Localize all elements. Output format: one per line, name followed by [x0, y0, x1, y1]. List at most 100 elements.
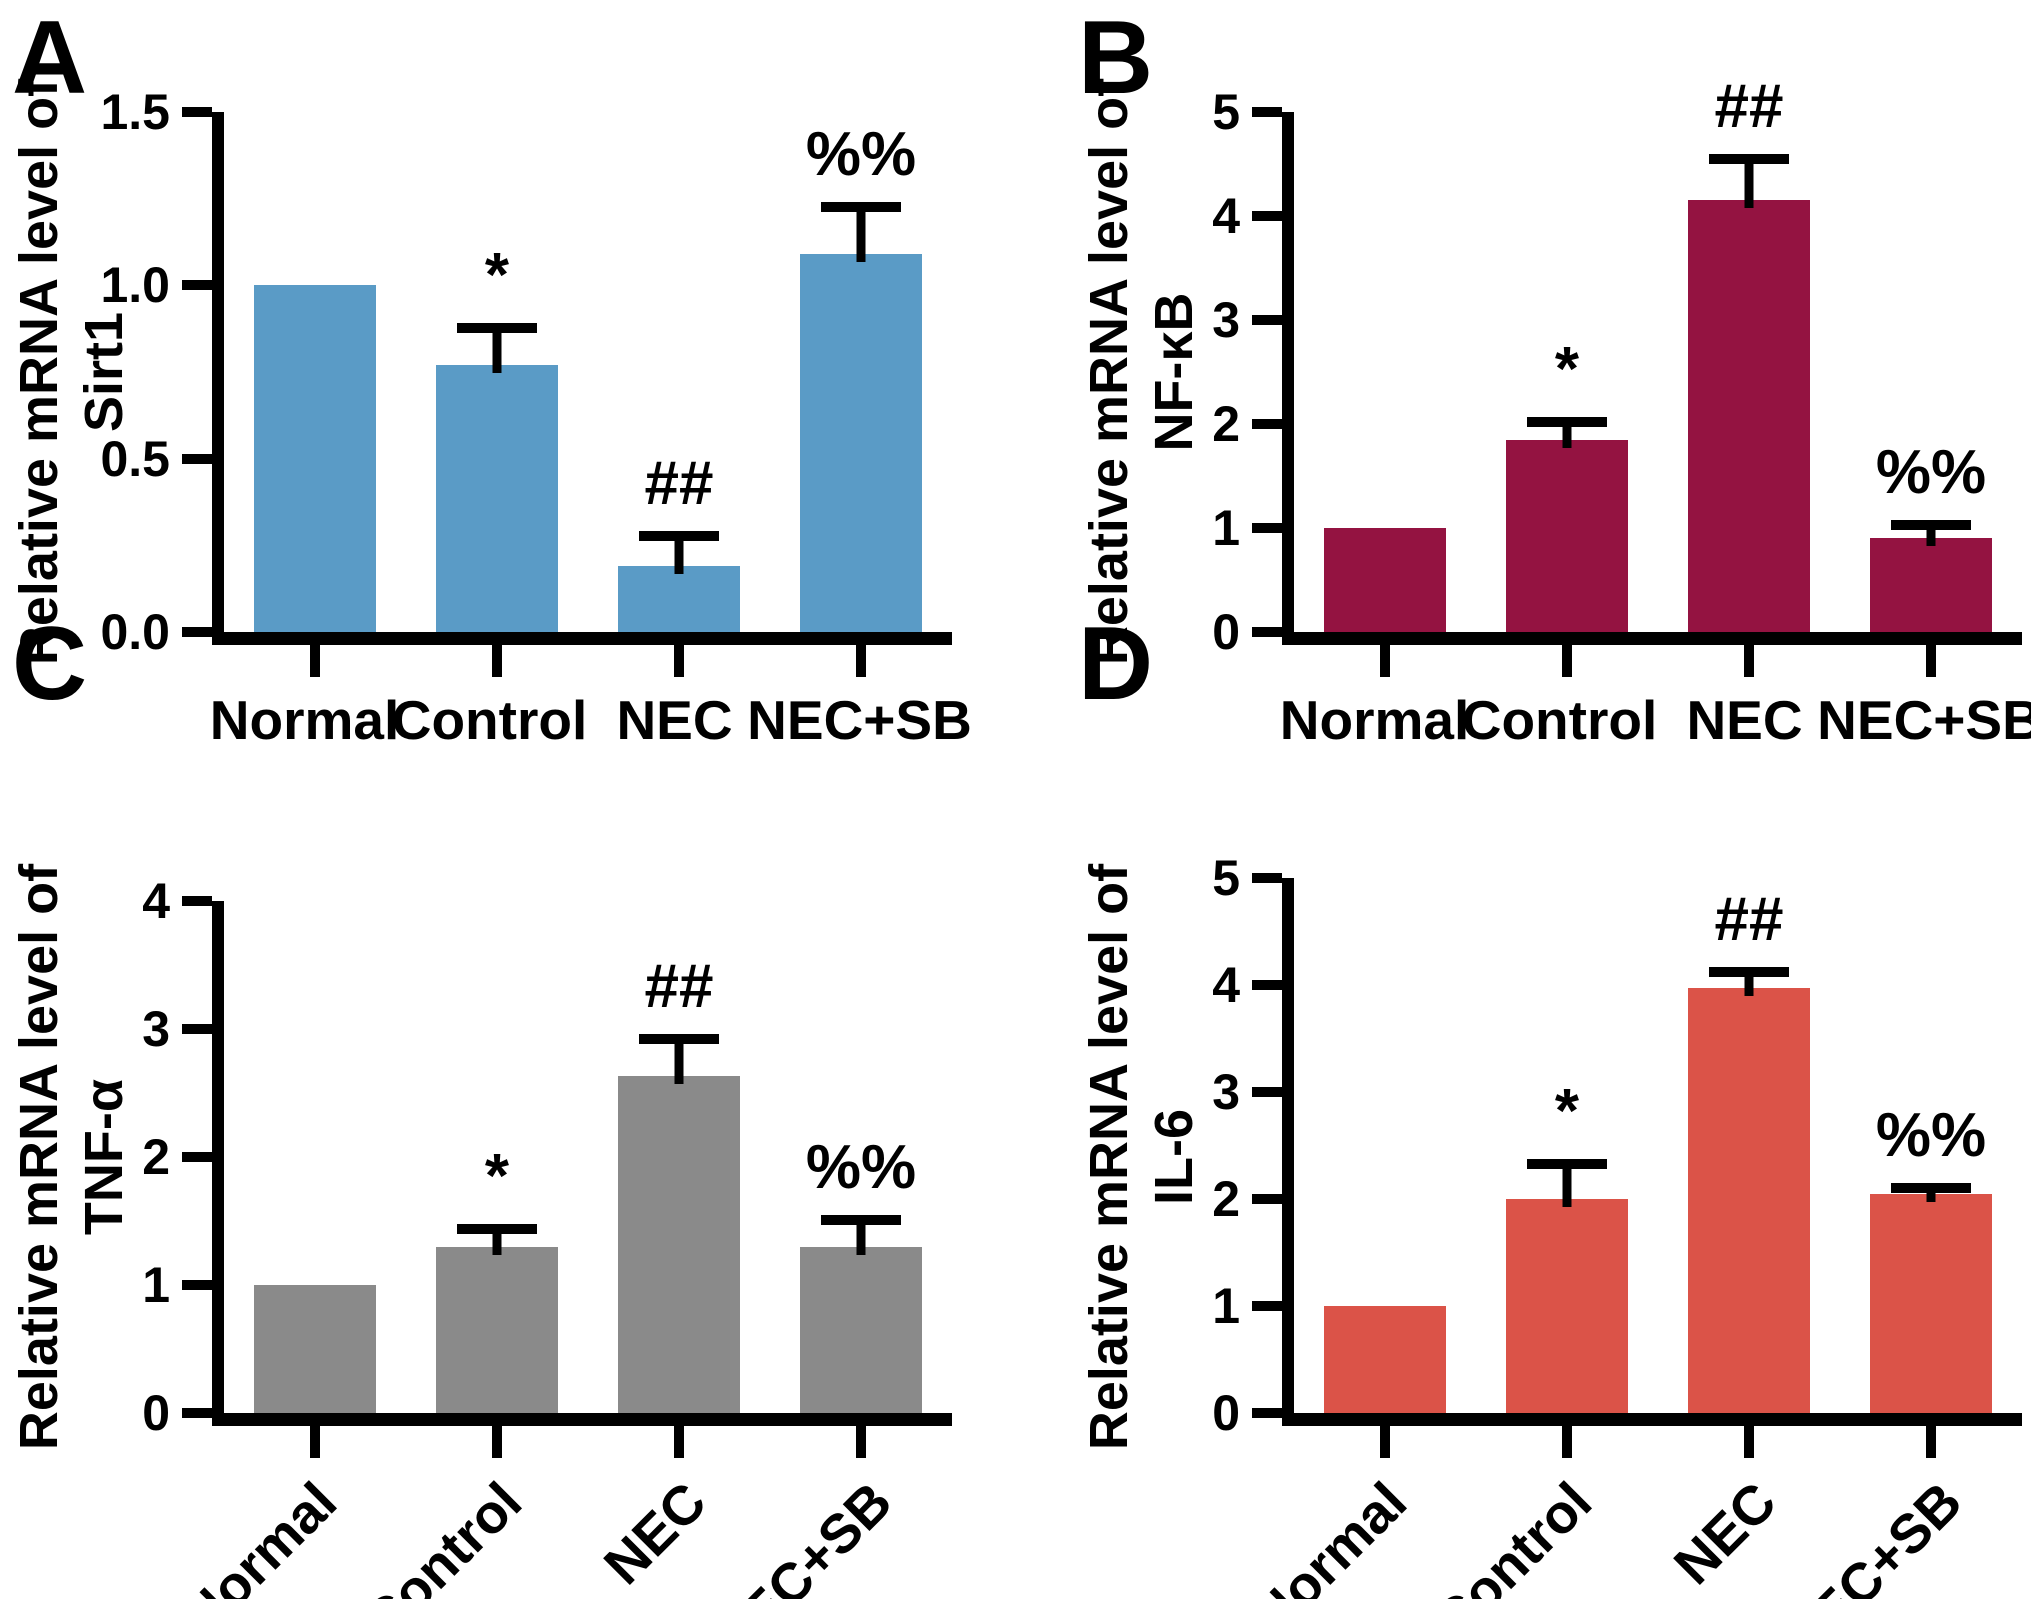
error-bar-stem	[856, 202, 866, 263]
bar-nec	[618, 1076, 740, 1413]
significance-annotation: *	[484, 1141, 510, 1211]
significance-annotation: *	[1554, 334, 1580, 404]
error-bar-control	[1527, 1159, 1607, 1207]
error-bar-nec	[1709, 966, 1789, 997]
error-bar-stem	[492, 323, 502, 374]
y-tick-mark	[182, 1408, 212, 1418]
error-bar-nec	[1709, 153, 1789, 209]
plot-column: * ##%% Normal Control NEC NEC+SB	[170, 901, 952, 1599]
bar-slot-nec: ##	[588, 112, 770, 677]
bar-nec-sb	[1870, 538, 1992, 632]
y-tick-mark	[1252, 980, 1282, 990]
x-category-cell: NEC+SB	[747, 690, 972, 810]
significance-annotation: ##	[1714, 884, 1784, 954]
y-tick-mark	[1252, 211, 1282, 221]
y-tick-mark	[1252, 419, 1282, 429]
y-tick-label: 1	[1212, 500, 1240, 556]
x-category-label: NEC	[616, 689, 733, 751]
x-category-cell: NEC	[1652, 1462, 1837, 1599]
y-tick-mark	[1252, 523, 1282, 533]
y-tick-mark	[182, 1280, 212, 1290]
x-category-label: NEC	[1662, 1470, 1789, 1597]
x-category-label: NEC+SB	[1817, 689, 2031, 751]
x-tick-mark	[310, 645, 320, 677]
bar-slot-control: *	[1476, 878, 1658, 1458]
x-tick-mark	[310, 1426, 320, 1458]
panel-letter-b: B	[1078, 0, 1154, 116]
plot-area: * ##%%	[1282, 75, 2022, 677]
x-category-label: Control	[391, 689, 588, 751]
bar-slot-normal	[224, 901, 406, 1458]
bar-normal	[1324, 1306, 1446, 1413]
x-tick-mark	[674, 1426, 684, 1458]
bar-slot-nec-sb: %%	[770, 112, 952, 677]
y-tick-label: 1	[142, 1257, 170, 1313]
x-category-cell: NEC	[582, 690, 767, 810]
x-category-cell: Normal	[1240, 1462, 1467, 1599]
y-tick-label: 3	[142, 1001, 170, 1057]
significance-annotation: *	[484, 241, 510, 311]
significance-annotation: ##	[1714, 71, 1784, 141]
error-bar-stem	[1562, 1159, 1572, 1207]
y-axis: 0 1 2 3 4 5	[1130, 853, 1282, 1438]
x-axis-labels: Normal Control NEC NEC+SB	[210, 689, 972, 810]
y-tick-mark	[1252, 107, 1282, 117]
y-tick-mark	[1252, 1087, 1282, 1097]
x-category-cell: Normal	[1279, 689, 1470, 810]
bar-control	[1506, 439, 1628, 632]
y-tick-label: 4	[142, 873, 170, 929]
x-tick-mark	[1926, 1426, 1936, 1458]
y-tick-mark	[182, 1024, 212, 1034]
x-category-cell: NEC	[582, 1462, 767, 1599]
x-category-label: Normal	[1279, 689, 1470, 751]
y-tick-label: 3	[1212, 292, 1240, 348]
bar-slot-normal	[1294, 878, 1476, 1458]
y-tick-label: 4	[1212, 957, 1240, 1013]
significance-annotation: ##	[644, 449, 714, 519]
x-tick-mark	[1926, 645, 1936, 677]
bar-slot-nec-sb: %%	[1840, 112, 2022, 677]
y-tick-label: 5	[1212, 850, 1240, 906]
significance-annotation: %%	[805, 120, 917, 190]
y-tick-label: 1.0	[100, 257, 170, 314]
plot-area: * ##%%	[1282, 878, 2022, 1458]
y-tick-mark	[182, 1152, 212, 1162]
plot-area: * ##%%	[212, 901, 952, 1458]
x-tick-mark	[856, 645, 866, 677]
y-tick-label: 2	[142, 1129, 170, 1185]
y-tick-label: 2	[1212, 1171, 1240, 1227]
y-tick-label: 3	[1212, 1064, 1240, 1120]
x-tick-mark	[1744, 1426, 1754, 1458]
x-tick-mark	[1562, 1426, 1572, 1458]
bar-control	[436, 365, 558, 632]
y-tick-label: 0	[1212, 1385, 1240, 1441]
bar-normal	[254, 1285, 376, 1413]
y-tick-label: 0	[1212, 604, 1240, 660]
bar-nec-sb	[800, 254, 922, 632]
y-tick-mark	[1252, 315, 1282, 325]
plot-column: * ##%% Normal Control NEC NEC+SB	[210, 112, 972, 810]
y-tick-mark	[182, 107, 212, 117]
y-tick-mark	[182, 453, 212, 464]
bar-normal	[1324, 528, 1446, 632]
bar-nec	[1688, 200, 1810, 632]
bar-slot-control: *	[406, 901, 588, 1458]
x-axis-labels: Normal Control NEC NEC+SB	[170, 1462, 952, 1599]
x-category-cell: NEC	[1652, 690, 1837, 810]
error-bar-control	[457, 1223, 537, 1255]
x-tick-mark	[1744, 645, 1754, 677]
error-bar-control	[1527, 416, 1607, 448]
x-category-cell: NEC+SB	[1771, 1462, 2022, 1599]
y-tick-label: 0	[142, 1385, 170, 1441]
y-axis: 0.0 0.5 1.0 1.5	[60, 87, 212, 657]
x-tick-mark	[674, 645, 684, 677]
x-tick-mark	[1380, 645, 1390, 677]
error-bar-stem	[492, 1223, 502, 1255]
bar-slot-control: *	[1476, 112, 1658, 677]
y-tick-label: 0.5	[100, 430, 170, 487]
significance-annotation: *	[1554, 1077, 1580, 1147]
